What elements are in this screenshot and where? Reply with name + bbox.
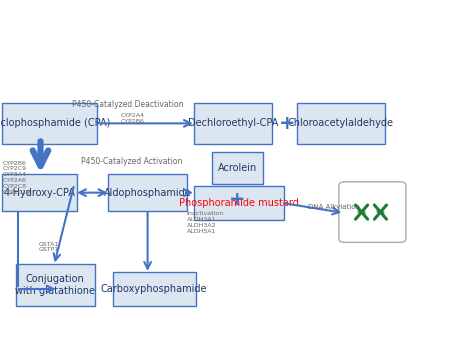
- Text: GSTA1
GSTP1: GSTA1 GSTP1: [38, 242, 58, 252]
- FancyBboxPatch shape: [2, 174, 76, 211]
- Text: P450-Catalyzed Activation: P450-Catalyzed Activation: [81, 157, 182, 166]
- Text: CYP2A4
CYP2B6: CYP2A4 CYP2B6: [121, 113, 145, 124]
- Text: Phosphoramide mustard: Phosphoramide mustard: [179, 198, 298, 208]
- FancyBboxPatch shape: [194, 103, 272, 144]
- Text: Cyclophosphamide (CPA): Cyclophosphamide (CPA): [0, 118, 111, 128]
- Text: DNA Alkylation: DNA Alkylation: [308, 204, 360, 211]
- Text: Conjugation
with glutathione: Conjugation with glutathione: [15, 274, 95, 295]
- Text: CYP2B6
CYP2C9
CYP3A4
CYP2A6
CYP2C8
CYP2C19: CYP2B6 CYP2C9 CYP3A4 CYP2A6 CYP2C8 CYP2C…: [2, 161, 30, 195]
- Text: 4-Hydroxy-CPA: 4-Hydroxy-CPA: [4, 188, 75, 198]
- FancyBboxPatch shape: [112, 272, 196, 306]
- Text: +: +: [229, 190, 245, 209]
- FancyBboxPatch shape: [16, 264, 94, 306]
- Text: Carboxyphosphamide: Carboxyphosphamide: [101, 284, 207, 294]
- FancyBboxPatch shape: [2, 103, 97, 144]
- Text: +: +: [279, 114, 295, 133]
- FancyBboxPatch shape: [194, 186, 284, 220]
- Text: Aldophosphamide: Aldophosphamide: [104, 188, 191, 198]
- Text: Dechloroethyl-CPA: Dechloroethyl-CPA: [188, 118, 278, 128]
- Text: Chloroacetylaldehyde: Chloroacetylaldehyde: [288, 118, 394, 128]
- FancyBboxPatch shape: [297, 103, 385, 144]
- FancyBboxPatch shape: [108, 174, 187, 211]
- Text: Acrolein: Acrolein: [218, 163, 257, 173]
- Text: P450-Catalyzed Deactivation: P450-Catalyzed Deactivation: [72, 100, 184, 109]
- Text: Inactivation
ALDH3A1
ALDH3A2
ALDH5A1: Inactivation ALDH3A1 ALDH3A2 ALDH5A1: [187, 211, 224, 234]
- FancyBboxPatch shape: [212, 152, 263, 184]
- FancyBboxPatch shape: [339, 182, 406, 242]
